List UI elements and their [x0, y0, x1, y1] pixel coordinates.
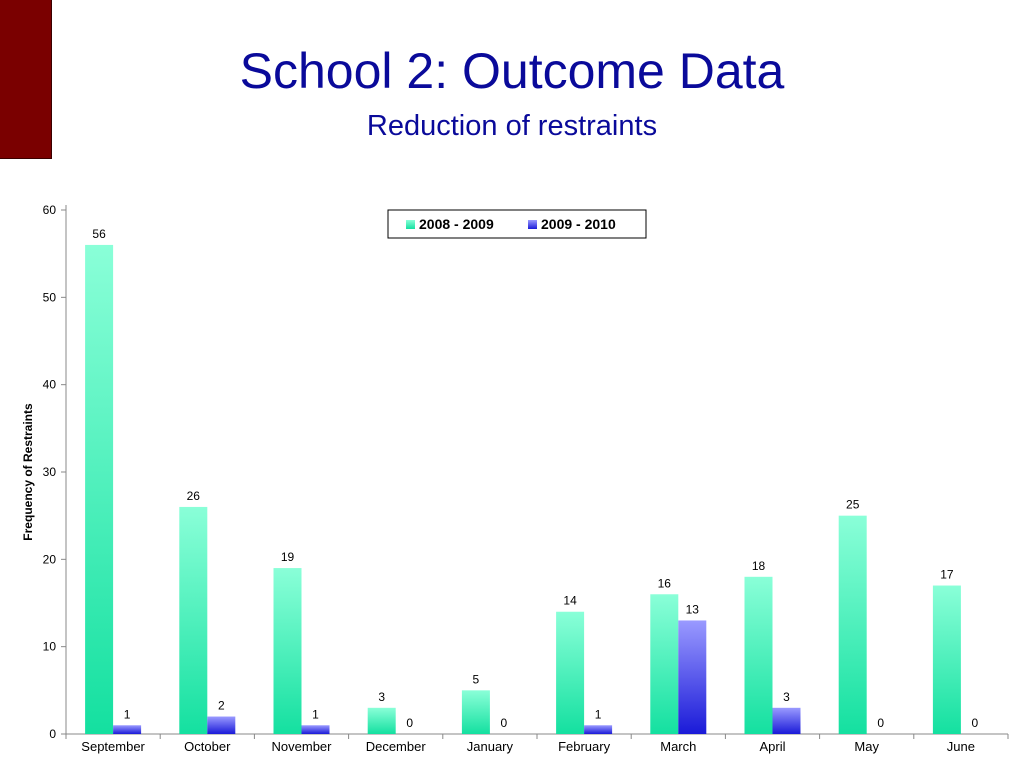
data-label: 26 — [187, 489, 201, 503]
x-tick-label: September — [81, 739, 145, 754]
x-tick-label: January — [467, 739, 514, 754]
y-tick-label: 40 — [43, 378, 57, 392]
bar-series1 — [367, 707, 396, 734]
bar-series1 — [179, 506, 208, 734]
bar-series1 — [461, 690, 490, 734]
y-tick-label: 20 — [43, 552, 57, 566]
data-label: 3 — [378, 690, 385, 704]
data-label: 18 — [752, 559, 766, 573]
x-tick-label: February — [558, 739, 611, 754]
x-tick-label: December — [366, 739, 427, 754]
data-label: 2 — [218, 699, 225, 713]
bar-series2 — [772, 707, 801, 734]
data-label: 3 — [783, 690, 790, 704]
bar-series2 — [678, 620, 707, 734]
bar-series1 — [932, 585, 961, 734]
bar-series2 — [207, 716, 236, 734]
bar-series1 — [650, 594, 679, 734]
bar-series2 — [584, 725, 613, 734]
accent-block — [0, 0, 52, 159]
slide-subtitle: Reduction of restraints — [366, 110, 658, 142]
legend-box — [387, 209, 647, 239]
legend-label: 2009 - 2010 — [541, 216, 616, 232]
legend-label: 2008 - 2009 — [419, 216, 494, 232]
data-label: 0 — [972, 716, 979, 730]
bar-series1 — [85, 244, 114, 734]
x-tick-label: October — [184, 739, 231, 754]
y-tick-label: 0 — [49, 727, 56, 741]
x-tick-label: June — [947, 739, 975, 754]
data-label: 14 — [563, 594, 577, 608]
data-label: 0 — [877, 716, 884, 730]
bar-series1 — [744, 576, 773, 734]
data-label: 1 — [595, 707, 602, 721]
y-tick-label: 60 — [43, 203, 57, 217]
bar-series1 — [556, 611, 585, 734]
data-label: 16 — [658, 576, 672, 590]
y-tick-label: 30 — [43, 465, 57, 479]
data-label: 25 — [846, 498, 860, 512]
data-label: 13 — [686, 602, 700, 616]
slide-title: School 2: Outcome Data — [239, 43, 785, 99]
y-tick-label: 50 — [43, 290, 57, 304]
data-label: 5 — [473, 672, 480, 686]
bar-series1 — [273, 568, 302, 734]
bar-series1 — [838, 515, 867, 734]
data-label: 0 — [501, 716, 508, 730]
y-tick-label: 10 — [43, 640, 57, 654]
bar-series2 — [301, 725, 330, 734]
data-label: 19 — [281, 550, 295, 564]
bar-series2 — [113, 725, 142, 734]
data-label: 0 — [406, 716, 413, 730]
data-label: 56 — [92, 227, 106, 241]
data-label: 1 — [312, 707, 319, 721]
data-label: 1 — [124, 707, 131, 721]
data-label: 17 — [940, 568, 954, 582]
x-tick-label: April — [759, 739, 785, 754]
legend-swatch — [406, 220, 415, 229]
x-tick-label: May — [854, 739, 879, 754]
legend-swatch — [528, 220, 537, 229]
y-axis-label: Frequency of Restraints — [21, 403, 35, 541]
x-tick-label: November — [272, 739, 333, 754]
x-tick-label: March — [660, 739, 696, 754]
